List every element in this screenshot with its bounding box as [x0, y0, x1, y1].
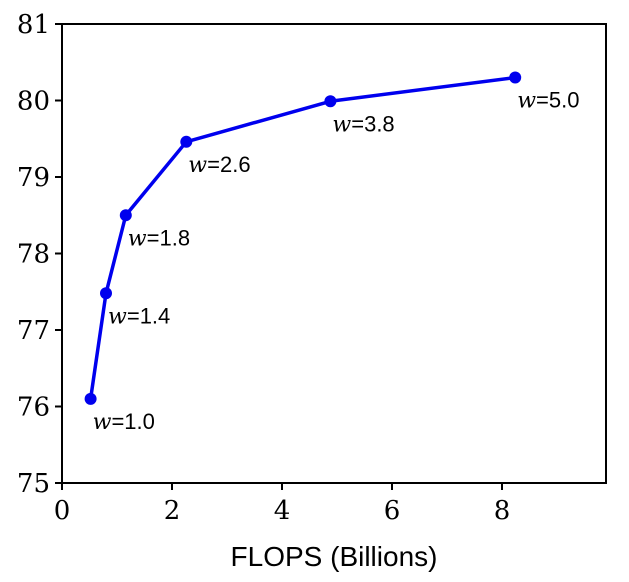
x-tick-label: 8	[494, 496, 511, 526]
data-point-label: w=5.0	[517, 88, 579, 114]
y-tick-label: 78	[17, 240, 50, 270]
x-tick-label: 6	[384, 496, 401, 526]
x-axis-label: FLOPS (Billions)	[231, 541, 438, 572]
y-tick-label: 80	[17, 87, 50, 117]
x-tick-label: 2	[164, 496, 181, 526]
data-point	[324, 95, 337, 108]
y-axis-ticks: 75 76 77 78 79 80 81	[17, 10, 62, 499]
x-tick-label: 4	[274, 496, 291, 526]
data-point	[180, 135, 193, 148]
data-point-label: w=1.0	[93, 409, 155, 435]
data-point-label: w=2.6	[188, 152, 250, 178]
data-point	[100, 287, 112, 300]
y-tick-label: 81	[17, 10, 50, 40]
data-point-label: w=1.4	[108, 303, 170, 329]
x-axis-ticks: 0 2 4 6 8	[54, 483, 511, 526]
y-tick-label: 75	[17, 469, 50, 499]
series-line	[88, 75, 516, 400]
x-tick-label: 0	[54, 496, 71, 526]
series-layer	[84, 71, 522, 405]
data-point	[509, 71, 522, 84]
data-point-label: w=3.8	[332, 111, 394, 137]
y-tick-label: 76	[17, 393, 50, 423]
data-point	[119, 209, 132, 222]
point-labels: w=1.0 w=1.4 w=1.8 w=2.6 w=3.8 w=5.0	[93, 88, 580, 435]
data-point-label: w=1.8	[128, 225, 190, 251]
y-tick-label: 79	[17, 163, 50, 193]
data-point	[84, 392, 97, 405]
y-tick-label: 77	[17, 316, 50, 346]
